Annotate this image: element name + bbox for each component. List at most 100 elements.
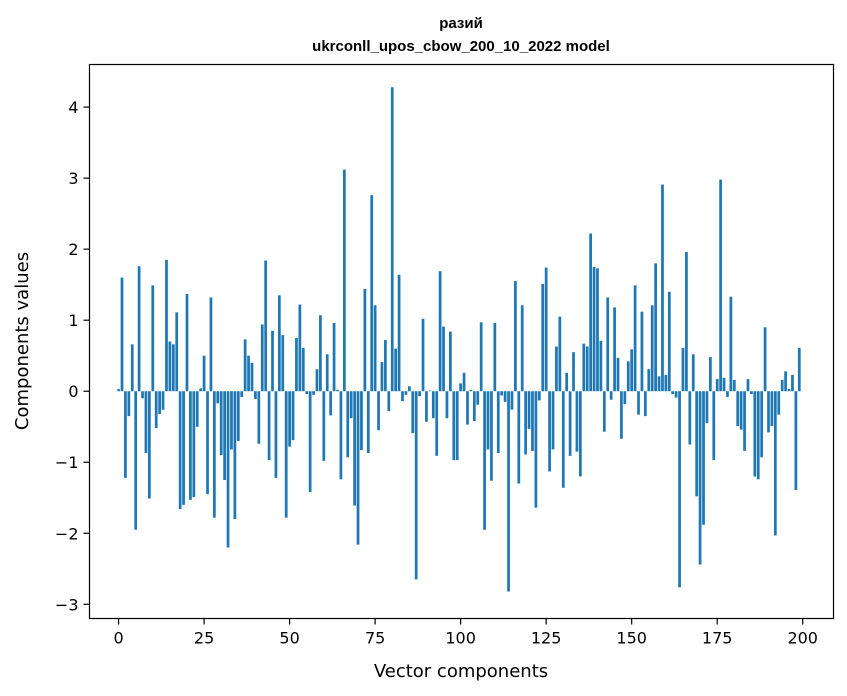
bar-32: [226, 391, 230, 548]
bar-153: [640, 311, 644, 392]
bar-175: [715, 379, 719, 392]
bar-167: [688, 391, 692, 445]
bar-20: [185, 293, 189, 392]
bar-68: [349, 391, 353, 419]
x-tick-label: 100: [445, 629, 476, 648]
bar-65: [339, 391, 343, 480]
bar-161: [667, 291, 671, 392]
bar-39: [250, 362, 254, 392]
bar-118: [520, 305, 524, 392]
bar-149: [626, 361, 630, 392]
bar-135: [579, 391, 582, 477]
bar-96: [445, 391, 449, 419]
bar-92: [431, 391, 435, 419]
bar-6: [137, 266, 141, 392]
bar-188: [760, 391, 764, 458]
bar-95: [442, 326, 445, 392]
bar-176: [719, 179, 722, 392]
bar-114: [507, 391, 510, 592]
bar-164: [678, 391, 681, 588]
bar-21: [189, 391, 192, 500]
bar-142: [602, 391, 606, 432]
bar-113: [503, 391, 507, 402]
bar-74: [370, 195, 374, 392]
bar-0: [117, 389, 120, 392]
bar-35: [236, 391, 240, 441]
bar-1: [120, 277, 124, 392]
bar-126: [548, 391, 551, 472]
bar-13: [161, 391, 165, 410]
bar-110: [493, 323, 497, 392]
bar-108: [486, 391, 490, 450]
bar-7: [141, 391, 144, 399]
bar-174: [712, 391, 716, 461]
bar-112: [500, 391, 504, 396]
bar-178: [726, 391, 729, 397]
bar-3: [127, 391, 131, 417]
bar-37: [243, 339, 247, 392]
bar-179: [729, 296, 733, 392]
bar-148: [623, 391, 627, 404]
bar-69: [353, 391, 356, 506]
bar-94: [438, 271, 442, 392]
bar-90: [425, 391, 428, 422]
bar-2: [124, 391, 127, 478]
bar-77: [380, 362, 384, 392]
bar-154: [643, 391, 647, 417]
bar-147: [620, 391, 623, 439]
bar-5: [134, 391, 138, 530]
bar-116: [514, 281, 517, 392]
bar-87: [414, 391, 418, 580]
bar-70: [356, 391, 360, 545]
bar-168: [691, 354, 695, 392]
bar-169: [695, 391, 699, 497]
bar-109: [490, 391, 493, 481]
bar-160: [664, 374, 668, 392]
bar-144: [609, 391, 613, 400]
bar-60: [322, 391, 326, 461]
bar-63: [332, 323, 336, 392]
y-tick-label: 2: [68, 240, 78, 259]
bar-22: [192, 391, 196, 498]
bar-137: [585, 346, 589, 392]
bar-25: [202, 355, 206, 392]
x-axis-ticks: 0 25 50 75 100 125 150 175 200: [113, 618, 818, 648]
plot-frame: [88, 63, 835, 620]
bar-138: [589, 233, 592, 392]
bar-17: [175, 312, 179, 392]
bar-151: [633, 285, 637, 392]
x-tick-label: 175: [702, 629, 733, 648]
bar-28: [212, 391, 216, 518]
bar-45: [271, 330, 274, 392]
bar-100: [459, 383, 463, 392]
bar-53: [298, 304, 302, 392]
y-tick-label: 1: [68, 311, 78, 330]
bar-159: [661, 184, 664, 392]
bar-31: [223, 391, 226, 480]
bar-183: [743, 391, 746, 451]
bar-4: [130, 344, 134, 392]
bar-122: [534, 391, 538, 508]
bar-158: [657, 376, 661, 392]
bar-36: [240, 391, 244, 397]
bar-101: [462, 372, 466, 392]
bar-81: [394, 348, 398, 392]
bar-34: [233, 391, 237, 520]
bar-171: [702, 391, 705, 525]
y-tick-label: 0: [68, 382, 78, 401]
bar-49: [284, 391, 288, 518]
bar-121: [531, 391, 534, 451]
bar-103: [469, 389, 473, 392]
bar-106: [479, 322, 483, 392]
bar-44: [267, 391, 271, 461]
bar-84: [404, 391, 408, 395]
bar-43: [264, 260, 268, 392]
bar-50: [288, 391, 291, 447]
bar-55: [305, 391, 309, 395]
bar-99: [455, 391, 459, 461]
bar-86: [411, 391, 415, 434]
bar-26: [206, 391, 209, 495]
bar-18: [178, 391, 182, 510]
x-tick-label: 150: [616, 629, 647, 648]
bar-97: [449, 331, 452, 392]
